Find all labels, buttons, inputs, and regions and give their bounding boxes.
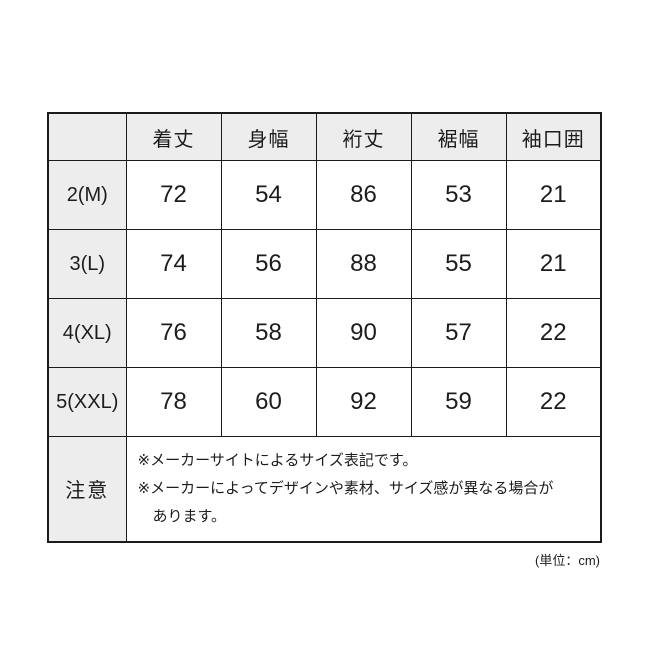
size-value: 72 [125,160,222,230]
size-value: 22 [505,367,602,437]
size-value: 78 [125,367,222,437]
row-label: 2(M) [47,160,127,230]
size-value: 88 [315,229,412,299]
size-value: 76 [125,298,222,368]
col-header-cuff: 袖口囲 [505,112,602,161]
size-value: 58 [220,298,317,368]
size-value: 22 [505,298,602,368]
size-value: 90 [315,298,412,368]
col-header-body-width: 身幅 [220,112,317,161]
size-value: 59 [410,367,507,437]
size-value: 21 [505,160,602,230]
size-value: 54 [220,160,317,230]
size-table: 着丈 身幅 裄丈 裾幅 袖口囲 2(M) 72 54 86 53 21 3(L)… [47,112,602,543]
row-label: 3(L) [47,229,127,299]
size-value: 21 [505,229,602,299]
unit-label: (単位：cm) [535,552,600,568]
note-row: 注意 ※メーカーサイトによるサイズ表記です。 ※メーカーによってデザインや素材、… [47,436,602,542]
table-row-xxl: 5(XXL) 78 60 92 59 22 [47,367,602,437]
note-line: ※メーカーサイトによるサイズ表記です。 [137,451,418,469]
size-value: 92 [315,367,412,437]
size-value: 86 [315,160,412,230]
note-label: 注意 [47,436,127,542]
note-line: あります。 [137,507,227,525]
header-row: 着丈 身幅 裄丈 裾幅 袖口囲 [47,112,602,161]
corner-cell [47,112,127,161]
table-row-m: 2(M) 72 54 86 53 21 [47,160,602,230]
col-header-body-length: 着丈 [125,112,222,161]
note-cell: ※メーカーサイトによるサイズ表記です。 ※メーカーによってデザインや素材、サイズ… [125,436,602,542]
row-label: 4(XL) [47,298,127,368]
size-value: 60 [220,367,317,437]
col-header-sleeve-length: 裄丈 [315,112,412,161]
size-value: 55 [410,229,507,299]
size-value: 53 [410,160,507,230]
table-row-l: 3(L) 74 56 88 55 21 [47,229,602,299]
size-value: 56 [220,229,317,299]
size-table-wrap: 着丈 身幅 裄丈 裾幅 袖口囲 2(M) 72 54 86 53 21 3(L)… [47,112,602,569]
note-line: ※メーカーによってデザインや素材、サイズ感が異なる場合が [137,479,554,497]
row-label: 5(XXL) [47,367,127,437]
table-row-xl: 4(XL) 76 58 90 57 22 [47,298,602,368]
col-header-hem-width: 裾幅 [410,112,507,161]
size-value: 57 [410,298,507,368]
size-value: 74 [125,229,222,299]
